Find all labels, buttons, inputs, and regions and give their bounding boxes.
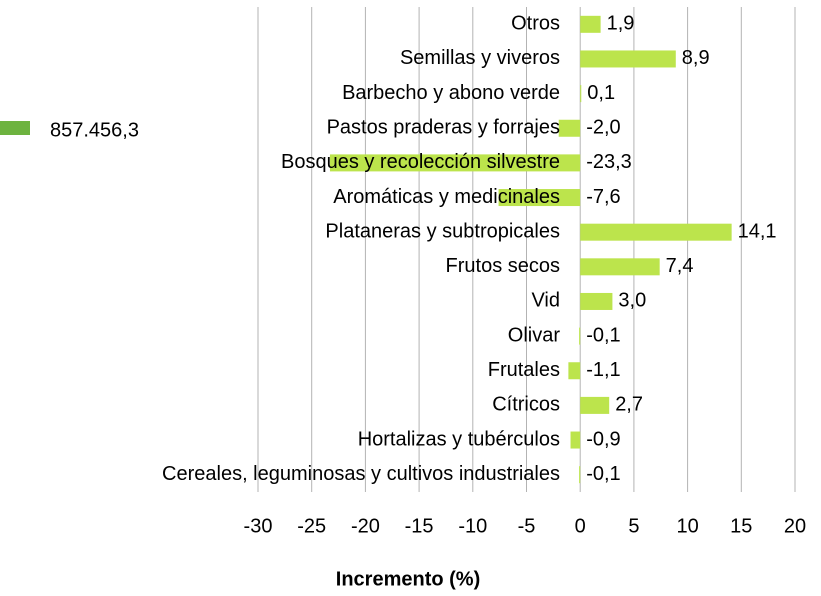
bar	[558, 119, 581, 137]
x-axis-title: Incremento (%)	[336, 568, 480, 590]
value-label: -0,1	[586, 463, 620, 485]
bar	[570, 431, 581, 449]
x-tick-label: -30	[244, 515, 273, 537]
category-label: Hortalizas y tubérculos	[358, 428, 560, 450]
value-label: -0,9	[586, 428, 620, 450]
category-label: Bosques y recolección silvestre	[281, 151, 560, 173]
value-label: -2,0	[586, 117, 620, 139]
x-tick-label: 5	[628, 515, 639, 537]
x-tick-label: -10	[458, 515, 487, 537]
bar	[579, 327, 581, 345]
bar	[568, 362, 581, 380]
bar	[580, 396, 610, 414]
legend-swatch	[0, 121, 30, 135]
bar	[580, 50, 676, 68]
bar	[579, 466, 581, 484]
value-label: 0,1	[587, 82, 615, 104]
category-label: Cítricos	[492, 394, 560, 416]
value-label: 7,4	[666, 255, 694, 277]
bar	[329, 154, 581, 172]
bar	[580, 292, 613, 310]
category-label: Frutos secos	[446, 255, 560, 277]
bar	[580, 258, 660, 276]
x-tick-label: 0	[575, 515, 586, 537]
x-tick-label: 20	[784, 515, 806, 537]
category-label: Frutales	[488, 359, 560, 381]
category-label: Cereales, leguminosas y cultivos industr…	[162, 463, 560, 485]
category-label: Pastos praderas y forrajes	[327, 117, 560, 139]
value-label: 14,1	[738, 220, 777, 242]
category-label: Aromáticas y medicinales	[333, 186, 560, 208]
legend-label: 857.456,3	[50, 119, 139, 141]
value-label: 8,9	[682, 47, 710, 69]
bar	[580, 85, 582, 103]
x-tick-label: 15	[730, 515, 752, 537]
category-label: Otros	[511, 13, 560, 35]
category-label: Plataneras y subtropicales	[325, 220, 560, 242]
value-label: 3,0	[618, 290, 646, 312]
bar	[580, 15, 601, 33]
x-tick-label: -20	[351, 515, 380, 537]
category-label: Barbecho y abono verde	[342, 82, 560, 104]
x-tick-label: -25	[297, 515, 326, 537]
value-label: -23,3	[586, 151, 632, 173]
category-label: Semillas y viveros	[400, 47, 560, 69]
x-tick-label: -15	[405, 515, 434, 537]
bar	[580, 223, 732, 241]
value-label: -0,1	[586, 324, 620, 346]
bar	[498, 189, 581, 207]
value-label: -1,1	[586, 359, 620, 381]
x-tick-label: -5	[518, 515, 536, 537]
value-label: 2,7	[615, 394, 643, 416]
category-label: Olivar	[508, 324, 561, 346]
category-label: Vid	[531, 290, 560, 312]
value-label: -7,6	[586, 186, 620, 208]
x-tick-label: 10	[676, 515, 698, 537]
value-label: 1,9	[607, 13, 635, 35]
